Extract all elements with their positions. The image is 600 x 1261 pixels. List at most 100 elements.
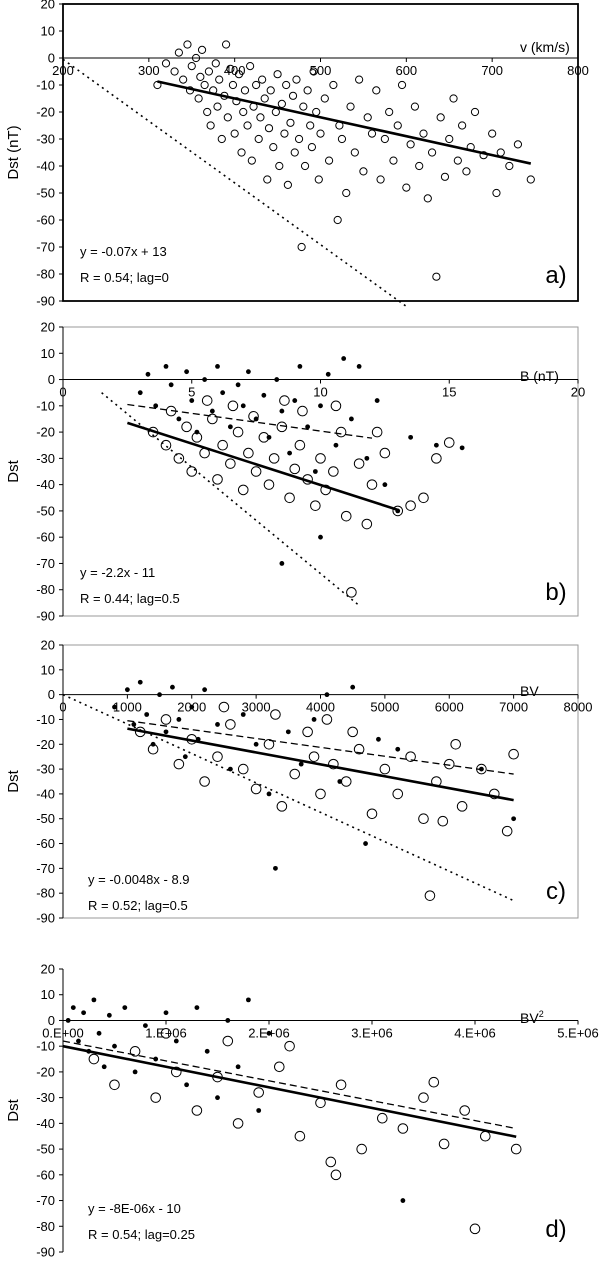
data-point-filled xyxy=(364,455,370,461)
data-point-open xyxy=(161,59,171,68)
y-tick-label: -20 xyxy=(36,1064,55,1079)
fit-stats: R = 0.52; lag=0.5 xyxy=(88,898,188,913)
data-point-open xyxy=(171,1066,182,1078)
data-point-open xyxy=(286,118,295,127)
y-tick-label: -60 xyxy=(36,530,55,545)
data-point-filled xyxy=(318,403,323,409)
y-tick-label: -70 xyxy=(36,861,55,876)
y-tick-label: -60 xyxy=(36,1167,55,1182)
data-point-filled xyxy=(168,382,174,388)
data-point-filled xyxy=(253,416,259,422)
data-point-open xyxy=(438,1138,450,1150)
y-tick-label: -20 xyxy=(36,105,55,120)
x-tick-label: 800 xyxy=(567,63,589,78)
data-point-open xyxy=(513,140,523,149)
y-tick-label: 10 xyxy=(41,24,55,39)
fit-equation: y = -2.2x - 11 xyxy=(80,565,155,580)
data-point-open xyxy=(282,80,291,90)
data-point-open xyxy=(462,167,471,176)
data-point-open xyxy=(226,64,235,73)
data-point-filled xyxy=(349,416,354,422)
fit-solid-line xyxy=(62,1044,517,1139)
data-point-open xyxy=(263,738,275,750)
y-tick-label: -90 xyxy=(36,609,55,624)
data-point-filled xyxy=(350,684,356,690)
x-tick-label: 700 xyxy=(481,63,503,78)
x-tick-label: 600 xyxy=(395,63,417,78)
y-axis-label: Dst (nT) xyxy=(5,125,22,179)
data-point-open xyxy=(307,143,317,152)
data-point-open xyxy=(309,67,318,76)
chart-title: BV2 xyxy=(520,1009,544,1026)
fit-equation: y = -0.07x + 13 xyxy=(80,244,167,259)
data-point-open xyxy=(174,48,183,57)
data-point-open xyxy=(294,439,306,451)
y-tick-label: -10 xyxy=(36,712,55,727)
fit-dashed-line xyxy=(127,720,514,775)
panel-label: c) xyxy=(546,878,566,905)
data-point-open xyxy=(453,156,462,165)
data-point-open xyxy=(288,91,298,100)
data-point-open xyxy=(264,124,274,133)
data-point-filled xyxy=(341,356,347,361)
data-point-open xyxy=(212,1071,223,1083)
data-point-open xyxy=(450,738,461,750)
data-point-open xyxy=(315,788,326,800)
data-point-filled xyxy=(184,369,190,375)
data-point-open xyxy=(405,751,416,762)
data-point-open xyxy=(328,466,339,477)
data-point-open xyxy=(329,80,338,90)
data-point-open xyxy=(306,121,315,130)
y-tick-label: -50 xyxy=(36,811,55,826)
x-tick-label: 0 xyxy=(59,700,66,715)
data-point-open xyxy=(346,587,357,598)
data-point-filled xyxy=(163,1010,169,1016)
y-tick-label: -90 xyxy=(36,294,55,309)
data-point-open xyxy=(283,180,292,189)
data-point-open xyxy=(269,143,278,152)
data-point-open xyxy=(314,175,323,184)
data-point-open xyxy=(415,161,424,171)
fit-dotted-line xyxy=(62,58,407,308)
data-point-filled xyxy=(194,1005,200,1010)
data-point-filled xyxy=(261,392,267,398)
data-point-open xyxy=(294,134,304,144)
data-point-open xyxy=(109,1079,120,1091)
data-point-filled xyxy=(511,816,517,822)
data-point-open xyxy=(418,1092,429,1103)
data-point-filled xyxy=(227,424,233,430)
data-point-open xyxy=(476,763,487,775)
chart-title-text: BV xyxy=(520,1010,539,1026)
chart-title: B (nT) xyxy=(520,368,559,384)
y-tick-label: 20 xyxy=(41,320,55,335)
data-point-open xyxy=(340,776,352,787)
data-point-open xyxy=(325,1156,337,1168)
data-point-open xyxy=(366,479,378,490)
data-point-open xyxy=(266,86,275,95)
data-point-open xyxy=(274,1061,285,1073)
data-point-open xyxy=(489,788,500,800)
data-point-filled xyxy=(184,1082,190,1088)
data-point-filled xyxy=(112,704,117,710)
data-point-open xyxy=(316,129,325,138)
x-tick-label: 500 xyxy=(310,63,332,78)
data-point-open xyxy=(488,129,497,138)
data-point-filled xyxy=(176,717,182,722)
data-point-open xyxy=(335,121,344,130)
data-point-open xyxy=(248,411,259,422)
data-point-filled xyxy=(189,704,195,710)
data-point-filled xyxy=(182,754,188,760)
y-tick-label: -30 xyxy=(36,132,55,147)
data-point-open xyxy=(392,788,404,800)
data-point-open xyxy=(239,107,248,117)
panel-b: 20 10 0 -10 -20 -30 -40 -50 -60 -70 -80 -90 0 5 10 15 20… xyxy=(5,320,585,624)
data-point-open xyxy=(340,510,352,522)
data-point-open xyxy=(299,102,308,111)
data-point-open xyxy=(277,99,286,109)
data-point-filled xyxy=(279,408,285,414)
fit-solid-line xyxy=(126,421,399,512)
data-point-open xyxy=(419,129,428,138)
data-point-open xyxy=(147,426,159,438)
data-point-open xyxy=(225,458,236,469)
data-point-open xyxy=(253,1087,265,1098)
